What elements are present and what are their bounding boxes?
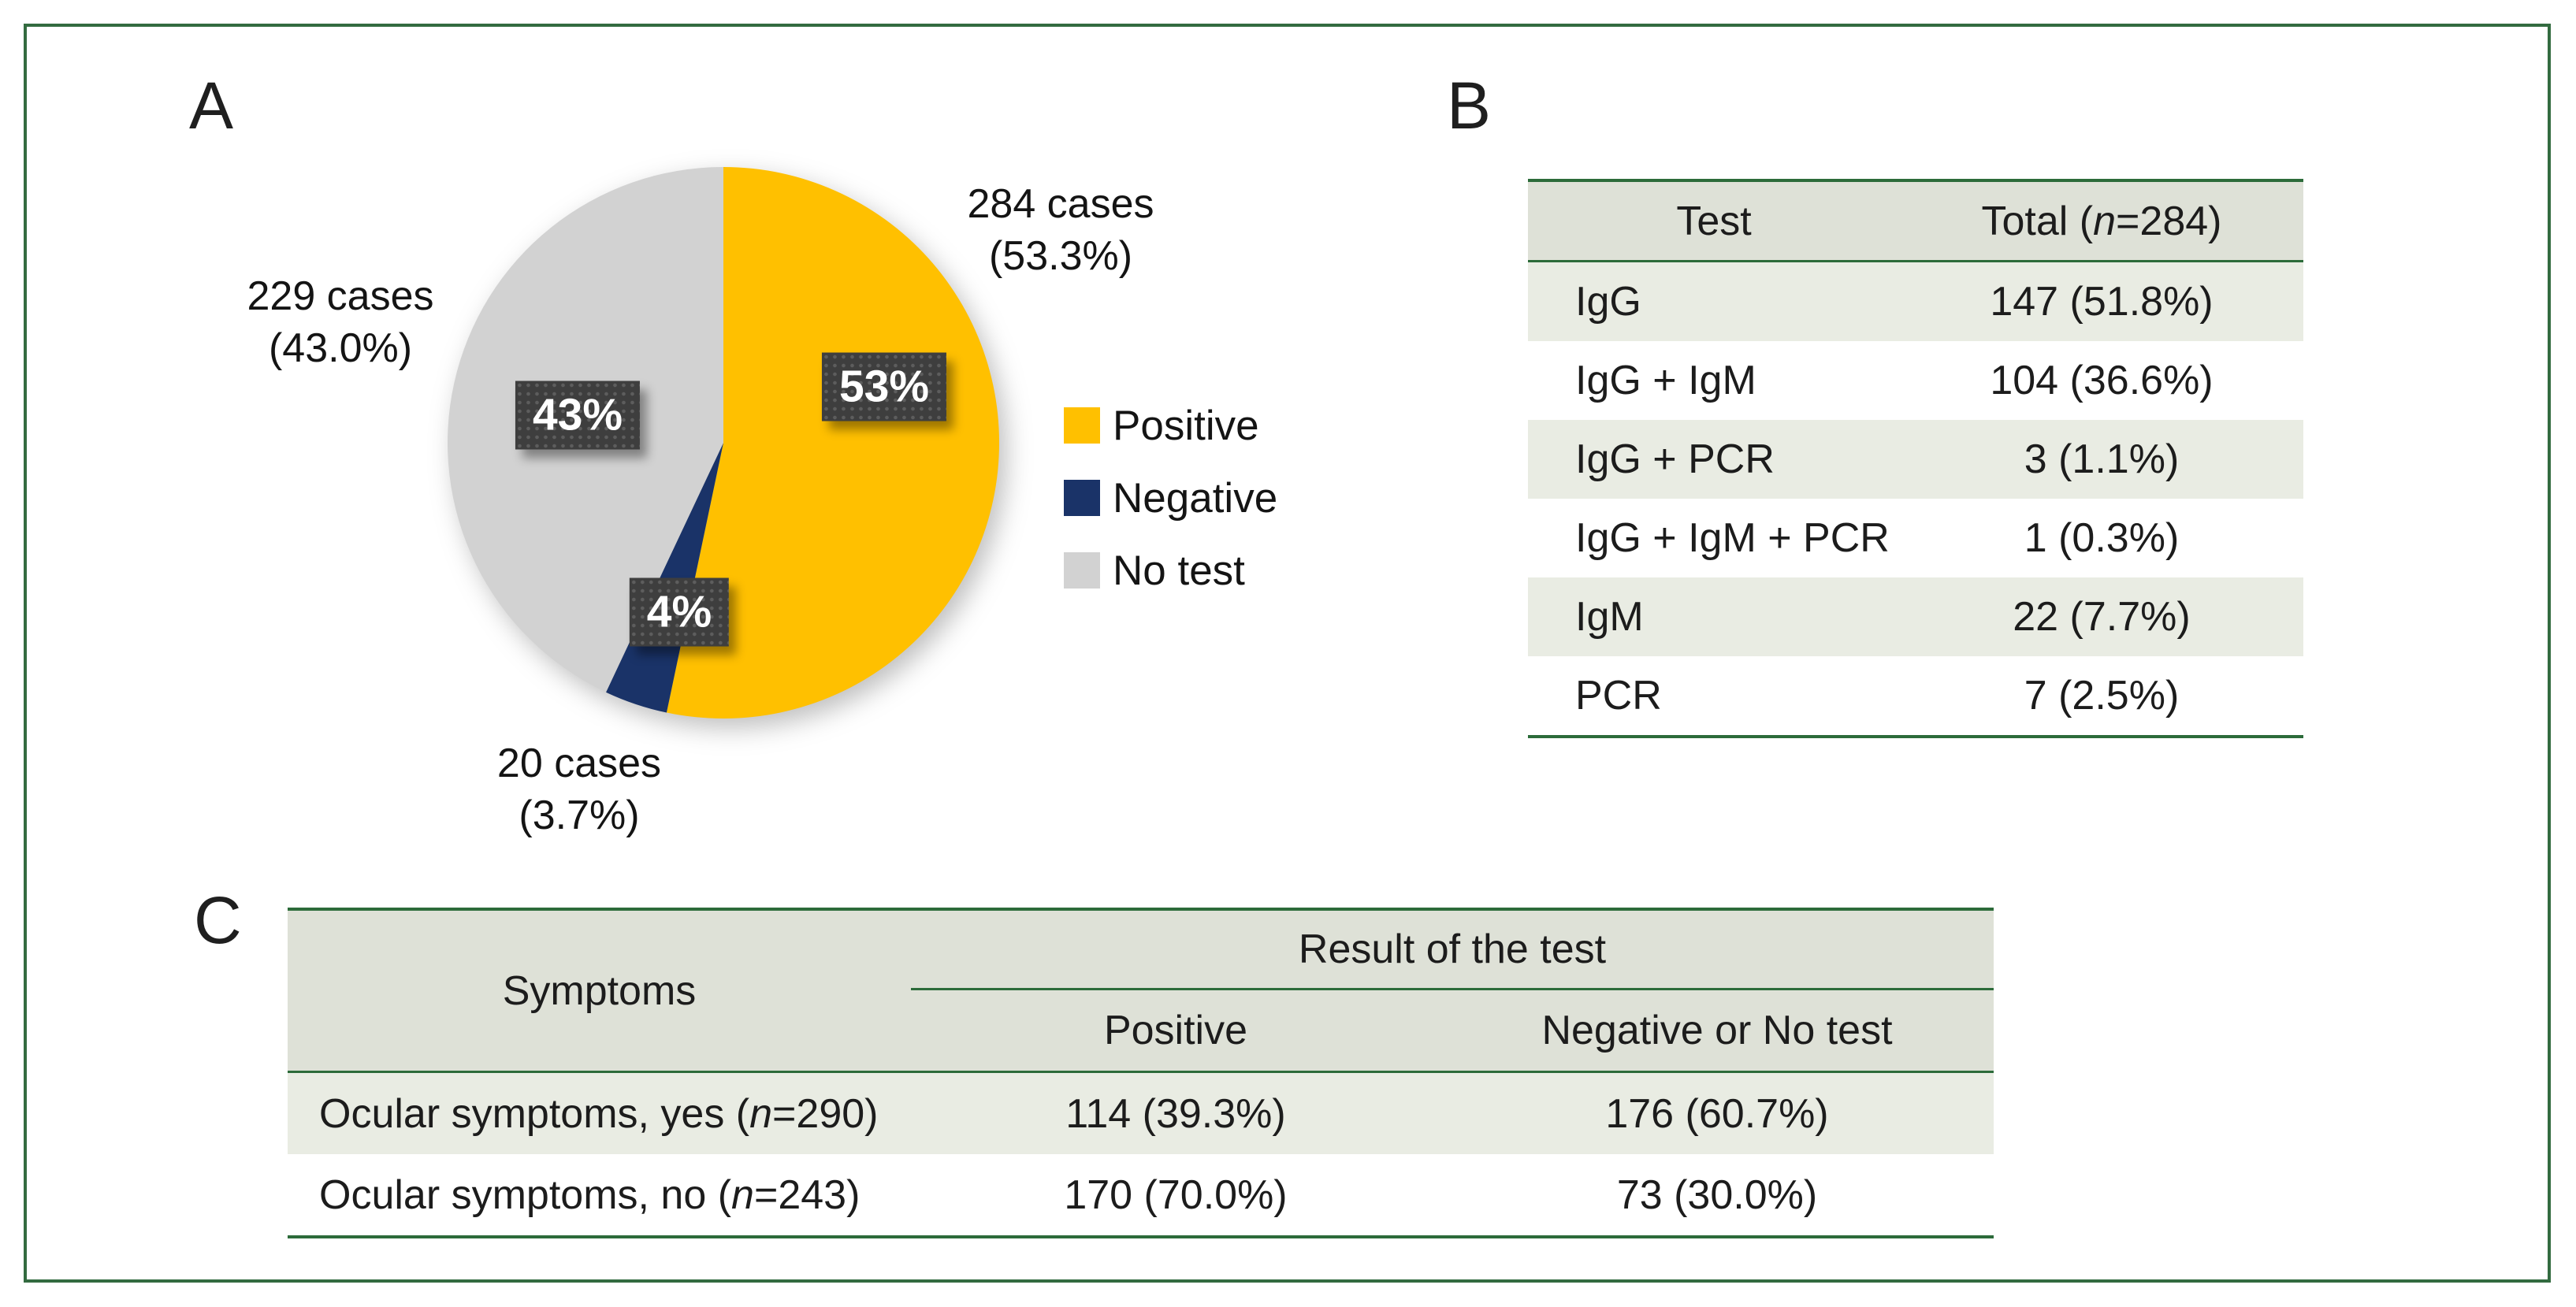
pie-data-label-positive: 53% [821,352,947,421]
cell-total: 1 (0.3%) [2024,515,2180,561]
pie-callout-negative-cases: 20 cases [496,741,662,786]
panel-c-header-positive: Positive [1103,1008,1248,1053]
panel-b-table: Test Total (n =284) IgG 147 (51.8%) IgG +… [1528,179,2303,738]
cell-test: IgM [1575,594,1644,640]
cell-negative: 73 (30.0%) [1616,1171,1818,1218]
pie-data-label-no-test: 43% [515,381,641,450]
cell-negative: 176 (60.7%) [1605,1090,1829,1137]
legend-swatch-positive-icon [1064,407,1100,444]
panel-c-table: Symptoms Result of the test Positive Neg… [288,908,1994,1238]
panel-c-header-negative: Negative or No test [1541,1008,1893,1053]
cell-symptoms: Ocular symptoms, yes (n =290) [288,1073,911,1154]
table-row: IgM 22 (7.7%) [1528,577,2303,656]
pie-callout-negative: 20 cases (3.7%) [497,737,661,841]
pie-callout-positive: 284 cases (53.3%) [967,178,1154,282]
legend-item-no-test: No test [1064,548,1277,594]
cell-test: IgG + IgM + PCR [1575,515,1890,561]
pie-callout-no-test: 229 cases (43.0%) [247,270,433,374]
symptoms-prefix: Ocular symptoms, no ( [319,1171,732,1218]
cell-total: 22 (7.7%) [2013,594,2191,640]
symptoms-n-italic: n [731,1171,754,1218]
pie-legend: Positive Negative No test [1064,403,1277,594]
cell-total: 7 (2.5%) [2024,673,2180,718]
cell-test: PCR [1575,673,1662,718]
legend-swatch-no-test-icon [1064,552,1100,589]
table-row: PCR 7 (2.5%) [1528,656,2303,735]
table-row: Ocular symptoms, no (n =243) 170 (70.0%) … [288,1154,1994,1235]
table-row: IgG + PCR 3 (1.1%) [1528,420,2303,499]
pie-callout-no-test-cases: 229 cases [247,273,434,319]
symptoms-prefix: Ocular symptoms, yes ( [319,1090,750,1137]
cell-positive: 170 (70.0%) [1064,1171,1288,1218]
cell-test: IgG + PCR [1575,436,1775,482]
pie-callout-no-test-pct: (43.0%) [268,325,413,371]
legend-label-positive: Positive [1113,402,1259,449]
symptoms-n-italic: n [749,1090,773,1137]
symptoms-suffix: =290) [772,1090,879,1137]
cell-total: 3 (1.1%) [2024,436,2180,482]
total-suffix: =284) [2116,198,2222,244]
panel-c-header-symptoms: Symptoms [502,967,697,1014]
cell-symptoms: Ocular symptoms, no (n =243) [288,1154,911,1235]
cell-test: IgG + IgM [1575,358,1756,403]
figure-border-frame [24,24,2551,1283]
panel-b-header-row: Test Total (n =284) [1528,182,2303,262]
panel-b-header-test: Test [1676,198,1752,244]
cell-total: 147 (51.8%) [1990,279,2214,325]
panel-c-header-result-group: Result of the test [911,911,1994,990]
symptoms-suffix: =243) [753,1171,861,1218]
legend-item-positive: Positive [1064,403,1277,449]
total-prefix: Total ( [1981,198,2094,244]
pie-callout-positive-cases: 284 cases [967,181,1154,227]
pie-callout-positive-pct: (53.3%) [988,233,1133,279]
panel-b-label: B [1447,69,1492,143]
legend-item-negative: Negative [1064,475,1277,522]
legend-label-negative: Negative [1113,474,1278,522]
panel-a-label: A [189,69,234,143]
legend-swatch-negative-icon [1064,480,1100,516]
table-row: IgG + IgM + PCR 1 (0.3%) [1528,499,2303,577]
table-row: IgG 147 (51.8%) [1528,262,2303,341]
table-row: Ocular symptoms, yes (n =290) 114 (39.3%)… [288,1073,1994,1154]
total-n-italic: n [2093,198,2117,244]
pie-callout-negative-pct: (3.7%) [519,793,640,838]
panel-c-label: C [194,883,242,957]
cell-positive: 114 (39.3%) [1065,1090,1286,1137]
pie-data-label-negative: 4% [629,577,730,647]
legend-label-no-test: No test [1113,547,1245,594]
table-row: IgG + IgM 104 (36.6%) [1528,341,2303,420]
cell-test: IgG [1575,279,1641,325]
cell-total: 104 (36.6%) [1990,358,2214,403]
panel-b-header-total: Total (n =284) [1900,182,2303,260]
panel-c-header: Symptoms Result of the test Positive Neg… [288,911,1994,1073]
